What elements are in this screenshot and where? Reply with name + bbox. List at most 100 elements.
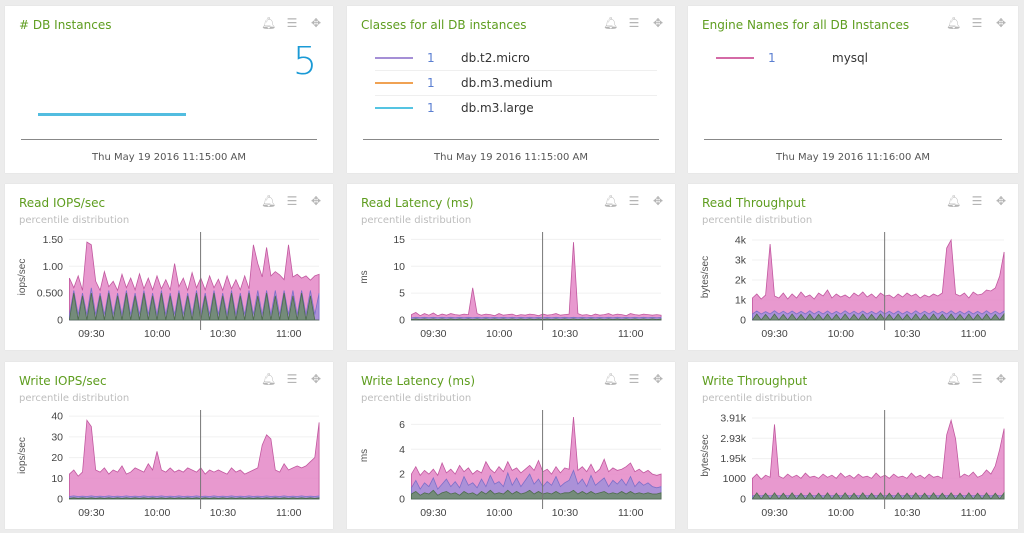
legend-row[interactable]: 1 mysql [716, 46, 1000, 70]
y-tick-label: 1.50 [43, 234, 64, 246]
drag-icon[interactable]: ✥ [995, 194, 1007, 208]
drag-icon[interactable]: ✥ [310, 194, 322, 208]
bell-icon[interactable]: 🔔︎ [603, 16, 619, 30]
y-axis-label: iops/sec [17, 437, 28, 474]
panel-title: Classes for all DB instances [361, 18, 527, 32]
panel-toolbar: 🔔︎ ☰ ✥ [261, 371, 323, 387]
x-tick-label: 11:00 [961, 507, 987, 519]
y-tick-label: 3.91k [720, 413, 746, 425]
legend-row[interactable]: 1 db.m3.medium [375, 71, 657, 96]
panel-title: Write Latency (ms) [361, 374, 476, 388]
chart-area[interactable]: 0 10 20 30 40 iops/sec 09:30 10:00 10:30 11:00 [5, 362, 333, 529]
series-area-min [410, 489, 662, 500]
drag-icon[interactable]: ✥ [995, 16, 1007, 30]
timestamp: Thu May 19 2016 11:15:00 AM [92, 152, 246, 163]
y-tick-label: 40 [51, 411, 63, 423]
engines-panel: Engine Names for all DB Instances 🔔︎ ☰ ✥… [688, 6, 1018, 173]
x-tick-label: 10:30 [894, 507, 920, 519]
menu-icon[interactable]: ☰ [971, 194, 983, 208]
chart-area[interactable]: 0 1k 2k 3k 4k bytes/sec 09:30 10:00 10:30 11:00 [688, 184, 1018, 350]
series-count: 1 [427, 51, 435, 65]
menu-icon[interactable]: ☰ [286, 16, 298, 30]
x-tick-label: 09:30 [78, 328, 104, 340]
panel-subtitle: percentile distribution [702, 393, 813, 404]
x-tick-label: 10:00 [828, 328, 854, 340]
menu-icon[interactable]: ☰ [628, 16, 640, 30]
menu-icon[interactable]: ☰ [971, 16, 983, 30]
panel-toolbar: 🔔︎ ☰ ✥ [946, 371, 1008, 387]
series-area-min [410, 318, 662, 321]
y-tick-label: 0 [740, 494, 746, 506]
series-label: db.m3.large [461, 101, 534, 115]
panel-title: Engine Names for all DB Instances [702, 18, 910, 32]
series-count: 1 [768, 51, 776, 65]
y-tick-label: 10 [51, 473, 63, 485]
read-latency-panel: Read Latency (ms) percentile distributio… [347, 184, 675, 350]
series-area-max [410, 416, 662, 500]
divider [704, 139, 1002, 140]
x-tick-label: 10:00 [486, 507, 512, 519]
bell-icon[interactable]: 🔔︎ [603, 372, 619, 386]
x-tick-label: 11:00 [961, 328, 987, 340]
x-tick-label: 09:30 [78, 507, 104, 519]
menu-icon[interactable]: ☰ [286, 372, 298, 386]
series-label: db.t2.micro [461, 51, 530, 65]
y-tick-label: 6 [399, 419, 405, 431]
timestamp: Thu May 19 2016 11:15:00 AM [434, 152, 588, 163]
db-instances-panel: # DB Instances 🔔︎ ☰ ✥ 5 Thu May 19 2016 … [5, 6, 333, 173]
y-tick-label: 10 [393, 261, 405, 273]
bell-icon[interactable]: 🔔︎ [946, 16, 962, 30]
bell-icon[interactable]: 🔔︎ [603, 194, 619, 208]
bell-icon[interactable]: 🔔︎ [946, 194, 962, 208]
drag-icon[interactable]: ✥ [652, 194, 664, 208]
chart-area[interactable]: 0 0.500 1.00 1.50 iops/sec 09:30 10:00 10:30 11:… [5, 184, 333, 350]
x-tick-label: 10:30 [552, 507, 578, 519]
panel-subtitle: percentile distribution [361, 393, 472, 404]
y-tick-label: 2 [399, 469, 405, 481]
menu-icon[interactable]: ☰ [286, 194, 298, 208]
y-tick-label: 1.00 [43, 261, 64, 273]
series-label: mysql [832, 51, 868, 65]
read-iops-panel: Read IOPS/sec percentile distribution 🔔︎… [5, 184, 333, 350]
bell-icon[interactable]: 🔔︎ [946, 372, 962, 386]
series-area-p50 [410, 469, 662, 500]
panel-toolbar: 🔔︎ ☰ ✥ [946, 15, 1008, 31]
legend-row[interactable]: 1 db.m3.large [375, 96, 657, 120]
bell-icon[interactable]: 🔔︎ [261, 194, 277, 208]
y-axis-label: bytes/sec [700, 434, 711, 476]
bell-icon[interactable]: 🔔︎ [261, 372, 277, 386]
series-area-min [752, 491, 1005, 500]
series-area-min [69, 293, 320, 321]
x-tick-label: 10:00 [144, 507, 170, 519]
panel-title: # DB Instances [19, 18, 112, 32]
divider [363, 139, 659, 140]
panel-toolbar: 🔔︎ ☰ ✥ [603, 371, 665, 387]
menu-icon[interactable]: ☰ [628, 372, 640, 386]
series-label: db.m3.medium [461, 76, 553, 90]
series-area-min [752, 312, 1005, 321]
x-tick-label: 10:30 [894, 328, 920, 340]
read-throughput-panel: Read Throughput percentile distribution … [688, 184, 1018, 350]
drag-icon[interactable]: ✥ [310, 372, 322, 386]
panel-toolbar: 🔔︎ ☰ ✥ [603, 193, 665, 209]
series-count: 1 [427, 101, 435, 115]
y-tick-label: 0 [57, 494, 63, 506]
drag-icon[interactable]: ✥ [652, 16, 664, 30]
write-latency-panel: Write Latency (ms) percentile distributi… [347, 362, 675, 529]
drag-icon[interactable]: ✥ [310, 16, 322, 30]
instance-count: 5 [292, 39, 317, 83]
chart-area[interactable]: 0 2 4 6 ms 09:30 10:00 10:30 11:00 [347, 362, 675, 529]
y-tick-label: 5 [399, 288, 405, 300]
menu-icon[interactable]: ☰ [628, 194, 640, 208]
drag-icon[interactable]: ✥ [995, 372, 1007, 386]
legend-row[interactable]: 1 db.t2.micro [375, 46, 657, 71]
chart-area[interactable]: 0 5 10 15 ms 09:30 10:00 10:30 11:00 [347, 184, 675, 350]
series-area-max [68, 419, 320, 500]
chart-area[interactable]: 0 1000 1.95k 2.93k 3.91k bytes/sec 09:30 10:00 1… [688, 362, 1018, 529]
y-tick-label: 0 [399, 494, 405, 506]
drag-icon[interactable]: ✥ [652, 372, 664, 386]
bell-icon[interactable]: 🔔︎ [261, 16, 277, 30]
series-swatch [375, 82, 413, 84]
y-tick-label: 30 [51, 431, 63, 443]
menu-icon[interactable]: ☰ [971, 372, 983, 386]
